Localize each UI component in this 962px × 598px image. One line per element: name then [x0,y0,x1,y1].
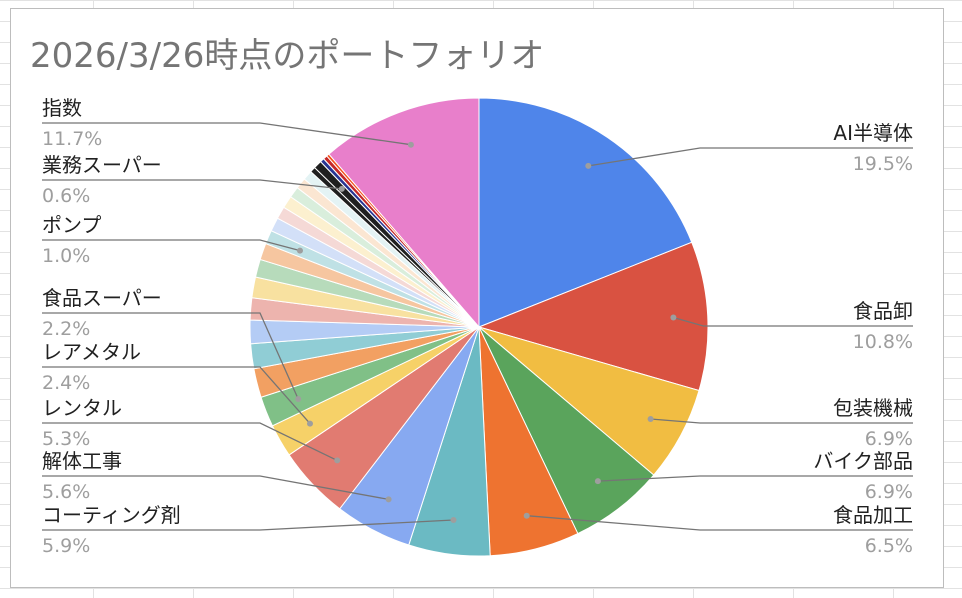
chart-title: 2026/3/26時点のポートフォリオ [30,36,544,76]
slice-label-name: 業務スーパー [42,153,162,177]
slice-label-percent: 2.4% [42,372,90,394]
leader-dot [450,517,457,523]
slice-label-percent: 2.2% [42,318,90,340]
slice-label-name: 食品加工 [833,503,913,527]
leader-dot [647,416,654,422]
slice-label-percent: 0.6% [42,185,90,207]
leader-line [42,366,311,425]
slice-label-percent: 5.3% [42,428,90,450]
slice-label-percent: 11.7% [42,128,102,150]
slice-label-name: レアメタル [42,340,141,364]
leader-line [42,475,389,501]
leader-line [650,418,913,424]
leader-line [42,519,454,531]
slice-label-percent: 5.9% [42,535,90,557]
slice-label-percent: 5.6% [42,481,90,503]
leader-line [526,515,913,531]
slice-label-percent: 6.9% [865,428,913,450]
leader-line [588,147,913,167]
leader-dot [585,162,592,169]
slice-label-name: 解体工事 [42,449,122,473]
leader-line [42,312,299,400]
slice-label-name: ポンプ [42,213,101,237]
leader-dot [594,478,601,485]
slice-label-name: レンタル [42,396,122,420]
leader-dot [295,396,302,402]
leader-line [42,422,338,461]
leader-dot [297,247,303,254]
leader-line [42,179,342,190]
leader-dot [307,420,313,427]
pie-slices [249,97,709,557]
slice-label-name: 指数 [42,96,82,120]
slice-label-name: 包装機械 [833,396,913,420]
slice-labels: AI半導体19.5%食品卸10.8%包装機械6.9%バイク部品6.9%食品加工6… [42,96,913,557]
slice-label-percent: 6.9% [865,481,913,503]
leader-dot [407,141,414,148]
slice-label-name: 食品卸 [853,299,913,323]
pie-slice-指数[interactable] [328,97,480,329]
leader-line [597,475,913,482]
slice-label-percent: 1.0% [42,245,90,267]
label-leader-lines [42,122,913,531]
slice-label-percent: 19.5% [853,153,913,175]
slice-label-name: AI半導体 [833,121,913,145]
slice-label-name: コーティング剤 [42,503,181,527]
leader-dot [338,185,345,192]
pie-slice-食品卸[interactable] [477,241,709,392]
leader-dot [334,457,341,464]
leader-line [42,122,411,146]
slice-label-name: バイク部品 [813,449,913,473]
pie-slice-AI半導体[interactable] [478,97,693,328]
leader-dot [523,512,530,519]
slice-label-name: 食品スーパー [42,286,162,310]
leader-dot [670,314,677,321]
slice-label-percent: 10.8% [853,331,913,353]
leader-line [673,316,913,327]
slice-label-percent: 6.5% [865,535,913,557]
leader-line [42,239,301,252]
leader-dot [385,496,392,503]
